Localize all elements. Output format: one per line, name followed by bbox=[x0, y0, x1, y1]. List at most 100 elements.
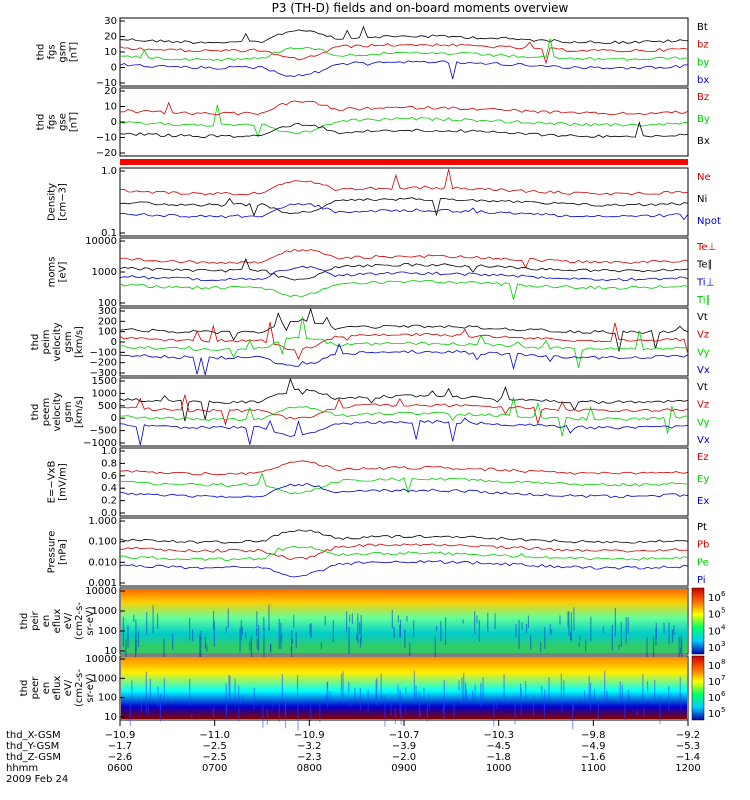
y-tick-label: 100 bbox=[98, 298, 117, 309]
y-axis-label: [nT] bbox=[69, 42, 80, 62]
spectrogram-streak bbox=[561, 701, 563, 714]
spectrogram-streak bbox=[293, 614, 295, 628]
spectrogram-streak bbox=[191, 714, 193, 719]
spectrogram-streak bbox=[619, 681, 621, 699]
y-tick-label: 1.000 bbox=[88, 516, 117, 527]
spectrogram-streak bbox=[204, 636, 206, 649]
series-line-Vt bbox=[119, 377, 689, 422]
y-axis-label: moms bbox=[47, 257, 58, 288]
spectrogram-streak bbox=[560, 673, 562, 698]
spectrogram-streak bbox=[305, 699, 307, 707]
y-tick-label: 10 bbox=[104, 646, 117, 657]
spectrogram-streak bbox=[620, 622, 622, 647]
spectrogram-streak bbox=[384, 699, 386, 727]
legend-entry: Vt bbox=[697, 312, 708, 323]
y-tick-label: 0.1 bbox=[101, 228, 117, 239]
spectrogram-streak bbox=[443, 679, 445, 710]
panel-10 bbox=[119, 655, 705, 731]
panel-7 bbox=[119, 447, 689, 517]
spectrogram-streak bbox=[673, 625, 675, 636]
y-tick-label: 10000 bbox=[85, 654, 117, 665]
legend-entry: Ti∥ bbox=[696, 295, 711, 306]
spectrogram-streak bbox=[627, 617, 629, 634]
spectrogram-streak bbox=[646, 636, 648, 663]
spectrogram-streak bbox=[234, 678, 236, 708]
y-tick-label: 10000 bbox=[85, 236, 117, 247]
x-tick-label: −9.2 bbox=[676, 730, 700, 741]
x-tick-label: 0700 bbox=[202, 763, 227, 774]
spectrogram-streak bbox=[413, 670, 415, 700]
spectrogram-streak bbox=[133, 614, 135, 622]
x-tick-label: −10.9 bbox=[105, 730, 136, 741]
y-axis-label: velocity bbox=[52, 322, 63, 361]
spectrogram-streak bbox=[680, 636, 682, 646]
spectrogram-streak bbox=[525, 680, 527, 701]
y-axis-label: [eV] bbox=[58, 262, 69, 283]
spectrogram-streak bbox=[266, 708, 268, 725]
panel-2 bbox=[119, 87, 689, 157]
spectrogram-streak bbox=[242, 694, 244, 704]
spectrogram-streak bbox=[680, 693, 682, 710]
legend-entry: Vz bbox=[697, 330, 709, 341]
x-tick-label: −2.0 bbox=[392, 752, 416, 763]
spectrogram-streak bbox=[493, 699, 495, 727]
colorbar-tick-label: 10 bbox=[708, 693, 721, 704]
spectrogram-streak bbox=[256, 638, 258, 650]
y-tick-label: 100 bbox=[98, 327, 117, 338]
spectrogram-streak bbox=[663, 622, 665, 634]
x-tick-label: −1.7 bbox=[108, 741, 132, 752]
spectrogram-streak bbox=[606, 690, 608, 703]
spectrogram-streak bbox=[471, 690, 474, 701]
spectrogram-streak bbox=[618, 644, 620, 650]
spectrogram-streak bbox=[520, 683, 522, 697]
x-axis-date: 2009 Feb 24 bbox=[6, 774, 68, 785]
spectrogram-streak bbox=[163, 677, 165, 700]
spectrogram-streak bbox=[354, 687, 356, 702]
spectrogram-streak bbox=[122, 616, 125, 647]
spectrogram bbox=[121, 657, 687, 719]
spectrogram-streak bbox=[200, 636, 202, 664]
spectrogram-streak bbox=[256, 611, 258, 628]
spectrogram-streak bbox=[464, 682, 467, 705]
spectrogram-streak bbox=[518, 619, 520, 649]
spectrogram-streak bbox=[225, 704, 227, 715]
y-tick-label: 0.4 bbox=[101, 483, 117, 494]
spectrogram-streak bbox=[480, 683, 482, 708]
spectrogram-streak bbox=[156, 613, 159, 629]
colorbar-tick-label: 10 bbox=[708, 626, 721, 637]
spectrogram-streak bbox=[129, 704, 131, 726]
spectrogram-streak bbox=[349, 697, 351, 707]
spectrogram-streak bbox=[225, 683, 227, 704]
spectrogram-streak bbox=[349, 614, 351, 622]
x-axis-row-label: thd_Z-GSM bbox=[6, 752, 61, 763]
spectrogram-streak bbox=[278, 703, 280, 722]
series-line-Ey bbox=[119, 472, 689, 495]
spectrogram-streak bbox=[360, 614, 362, 644]
legend-entry: Vx bbox=[697, 435, 710, 446]
spectrogram-streak bbox=[514, 696, 516, 725]
series-line-bz bbox=[119, 41, 689, 65]
x-axis-row-label: thd_X-GSM bbox=[6, 730, 61, 741]
y-axis-label: Pressure bbox=[47, 531, 58, 574]
legend-entry: Pt bbox=[697, 522, 707, 533]
spectrogram-streak bbox=[140, 702, 142, 713]
spectrogram-streak bbox=[249, 640, 251, 651]
spectrogram-streak bbox=[482, 676, 484, 704]
y-axis-label: thd bbox=[36, 114, 47, 131]
y-axis-label: peim bbox=[41, 329, 52, 354]
series-line-Pt bbox=[119, 529, 689, 544]
spectrogram-streak bbox=[679, 676, 681, 698]
spectrogram-streak bbox=[367, 689, 369, 714]
spectrogram-streak bbox=[532, 694, 535, 719]
spectrogram-streak bbox=[228, 674, 230, 696]
colorbar-tick-label: 10 bbox=[708, 610, 721, 621]
x-tick-label: −1.8 bbox=[487, 752, 511, 763]
y-tick-label: −10 bbox=[96, 133, 117, 144]
y-tick-label: 0.0 bbox=[101, 508, 117, 519]
legend-entry: by bbox=[697, 57, 709, 68]
spectrogram-streak bbox=[399, 619, 402, 637]
panel-5 bbox=[119, 307, 689, 377]
spectrogram-streak bbox=[585, 639, 587, 652]
spectrogram-streak bbox=[474, 611, 476, 634]
